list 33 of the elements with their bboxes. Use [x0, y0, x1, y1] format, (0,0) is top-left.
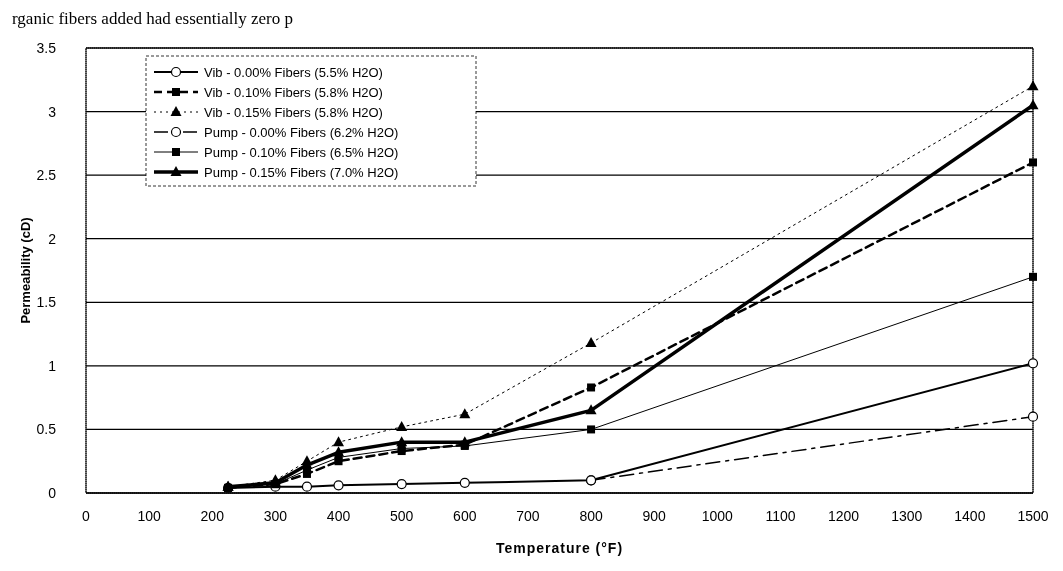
y-tick-label: 3 — [48, 103, 57, 120]
legend-label: Pump - 0.00% Fibers (6.2% H2O) — [204, 125, 399, 140]
x-tick-label: 1200 — [828, 508, 860, 524]
legend-label: Pump - 0.10% Fibers (6.5% H2O) — [204, 145, 399, 160]
y-axis-title: Permeability (cD) — [18, 217, 33, 324]
y-tick-label: 1.5 — [36, 294, 57, 311]
x-tick-label: 0 — [82, 508, 91, 524]
x-tick-label: 1100 — [765, 508, 796, 524]
legend-label: Pump - 0.15% Fibers (7.0% H2O) — [204, 165, 399, 180]
x-tick-label: 1300 — [891, 508, 923, 524]
y-tick-label: 2.5 — [36, 167, 57, 184]
x-tick-label: 900 — [642, 508, 667, 524]
x-tick-label: 800 — [579, 508, 603, 524]
x-tick-label: 100 — [137, 508, 162, 524]
y-tick-label: 2 — [48, 230, 57, 247]
x-tick-label: 400 — [326, 508, 351, 524]
y-tick-label: 0.5 — [36, 421, 57, 438]
x-tick-label: 1000 — [701, 508, 734, 524]
x-tick-label: 200 — [200, 508, 225, 524]
x-tick-label: 700 — [516, 508, 540, 524]
x-tick-label: 600 — [453, 508, 477, 524]
x-tick-label: 500 — [389, 508, 414, 524]
legend-label: Vib - 0.00% Fibers (5.5% H2O) — [204, 65, 383, 80]
y-tick-label: 3.5 — [36, 40, 57, 56]
x-tick-label: 1400 — [954, 508, 986, 524]
x-tick-label: 1500 — [1017, 508, 1049, 524]
legend-label: Vib - 0.10% Fibers (5.8% H2O) — [204, 85, 383, 100]
y-tick-label: 1 — [48, 357, 57, 374]
x-axis-title: Temperature (°F) — [495, 540, 624, 556]
x-tick-label: 300 — [263, 508, 288, 524]
text: rganic fibers added had essentially zero p — [12, 9, 294, 28]
y-tick-label: 0 — [48, 485, 57, 501]
legend-label: Vib - 0.15% Fibers (5.8% H2O) — [204, 105, 383, 120]
